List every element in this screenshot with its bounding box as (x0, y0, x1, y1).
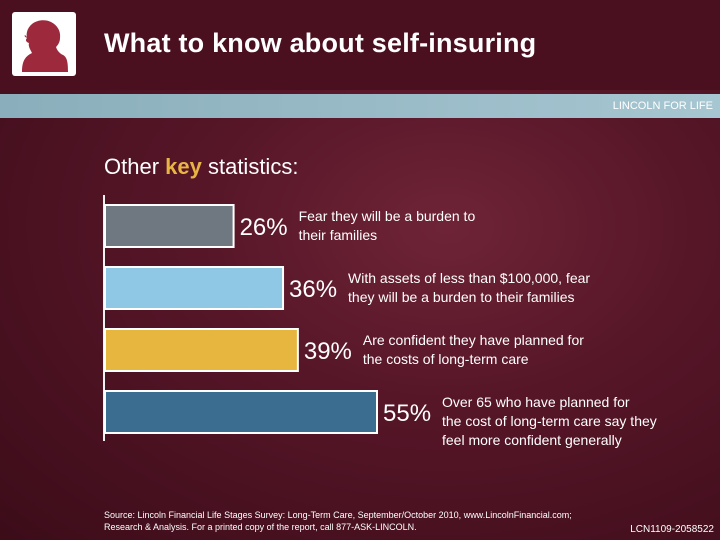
bar-36pct (104, 266, 285, 310)
description-line: the costs of long-term care (362, 351, 529, 367)
bar-39pct (104, 328, 299, 372)
tagline: LINCOLN FOR LIFE (612, 100, 713, 112)
source-line-1: Source: Lincoln Financial Life Stages Su… (104, 510, 572, 520)
bar-55pct (104, 390, 378, 434)
value-label: 26% (239, 214, 288, 241)
source-line-2: Research & Analysis. For a printed copy … (104, 522, 417, 532)
logo (12, 12, 76, 76)
heading-suffix: statistics: (201, 154, 299, 179)
source-note: Source: Lincoln Financial Life Stages Su… (104, 509, 572, 533)
description-line: Are confident they have planned for (362, 332, 584, 348)
description-line: With assets of less than $100,000, fear (348, 270, 591, 286)
chart-axis (103, 195, 105, 441)
header: What to know about self-insuring (0, 0, 720, 90)
description-line: Fear they will be a burden to (298, 208, 476, 224)
bar-description: With assets of less than $100,000, fear t… (348, 269, 590, 307)
value-label: 36% (289, 276, 338, 303)
bar-description: Are confident they have planned for the c… (363, 331, 584, 369)
bar-description: Over 65 who have planned for the cost of … (442, 393, 657, 450)
heading-highlight: key (165, 154, 202, 179)
bar-26pct (104, 204, 235, 248)
value-label: 55% (383, 400, 432, 427)
tagline-strip: LINCOLN FOR LIFE (0, 94, 720, 118)
document-code: LCN1109-2058522 (630, 524, 714, 535)
lincoln-profile-icon (16, 16, 72, 72)
heading-prefix: Other (104, 154, 166, 179)
description-line: feel more confident generally (442, 432, 622, 448)
description-line: the cost of long-term care say they (442, 413, 657, 429)
page-title: What to know about self-insuring (104, 28, 537, 58)
bar-description: Fear they will be a burden to their famil… (299, 207, 476, 245)
section-heading: Other key statistics: (104, 154, 298, 180)
description-line: Over 65 who have planned for (442, 394, 630, 410)
description-line: their families (298, 227, 378, 243)
value-label: 39% (303, 338, 352, 365)
description-line: they will be a burden to their families (348, 289, 575, 305)
